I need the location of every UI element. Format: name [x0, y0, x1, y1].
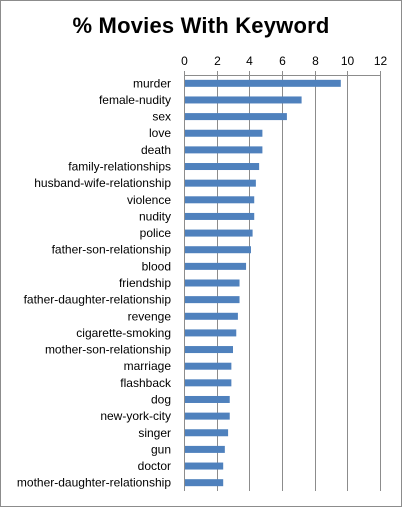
category-label: death	[141, 143, 171, 157]
category-label: gun	[151, 442, 171, 456]
category-label: female-nudity	[99, 93, 171, 107]
category-label: violence	[127, 193, 171, 207]
bar-police	[185, 229, 253, 237]
bar-cigarette-smoking	[185, 329, 237, 337]
bar-dog	[185, 395, 230, 403]
category-label: love	[149, 126, 171, 140]
category-label: police	[140, 226, 172, 240]
x-tick-label: 8	[312, 54, 319, 68]
bar-gun	[185, 445, 225, 453]
category-label: husband-wife-relationship	[34, 176, 171, 190]
bar-revenge	[185, 312, 238, 320]
category-label: marriage	[124, 359, 172, 373]
x-tick-label: 4	[246, 54, 253, 68]
bar-death	[185, 146, 263, 154]
bar-love	[185, 129, 263, 137]
bar-flashback	[185, 379, 232, 387]
x-tick-label: 0	[181, 54, 188, 68]
chart-title: % Movies With Keyword	[72, 13, 330, 38]
bar-singer	[185, 429, 229, 437]
category-label: singer	[138, 426, 171, 440]
category-label: father-son-relationship	[52, 243, 172, 257]
bar-doctor	[185, 462, 224, 470]
bar-murder	[185, 79, 341, 87]
category-label: sex	[152, 110, 171, 124]
bar-sex	[185, 113, 287, 121]
category-label: doctor	[138, 459, 171, 473]
category-label: mother-daughter-relationship	[17, 476, 171, 490]
bar-father-son-relationship	[185, 246, 251, 254]
category-label: new-york-city	[100, 409, 171, 423]
category-label: murder	[133, 76, 171, 90]
bar-female-nudity	[185, 96, 302, 104]
category-label: mother-son-relationship	[45, 343, 171, 357]
x-tick-label: 12	[374, 54, 388, 68]
x-tick-label: 6	[279, 54, 286, 68]
category-label: father-daughter-relationship	[24, 293, 172, 307]
bar-father-daughter-relationship	[185, 296, 240, 304]
bar-friendship	[185, 279, 240, 287]
x-tick-label: 10	[341, 54, 355, 68]
bar-violence	[185, 196, 255, 204]
bar-marriage	[185, 362, 232, 370]
bar-husband-wife-relationship	[185, 179, 256, 187]
x-tick-label: 2	[214, 54, 221, 68]
bar-mother-daughter-relationship	[185, 479, 224, 487]
category-label: family-relationships	[68, 160, 171, 174]
category-label: revenge	[128, 309, 172, 323]
bar-blood	[185, 262, 247, 270]
category-label: cigarette-smoking	[76, 326, 171, 340]
category-label: flashback	[120, 376, 172, 390]
bar-nudity	[185, 212, 255, 220]
bar-family-relationships	[185, 163, 260, 171]
category-label: dog	[151, 392, 171, 406]
category-label: nudity	[139, 209, 171, 223]
category-label: friendship	[119, 276, 171, 290]
category-label: blood	[142, 259, 171, 273]
bar-new-york-city	[185, 412, 230, 420]
bar-mother-son-relationship	[185, 346, 233, 354]
